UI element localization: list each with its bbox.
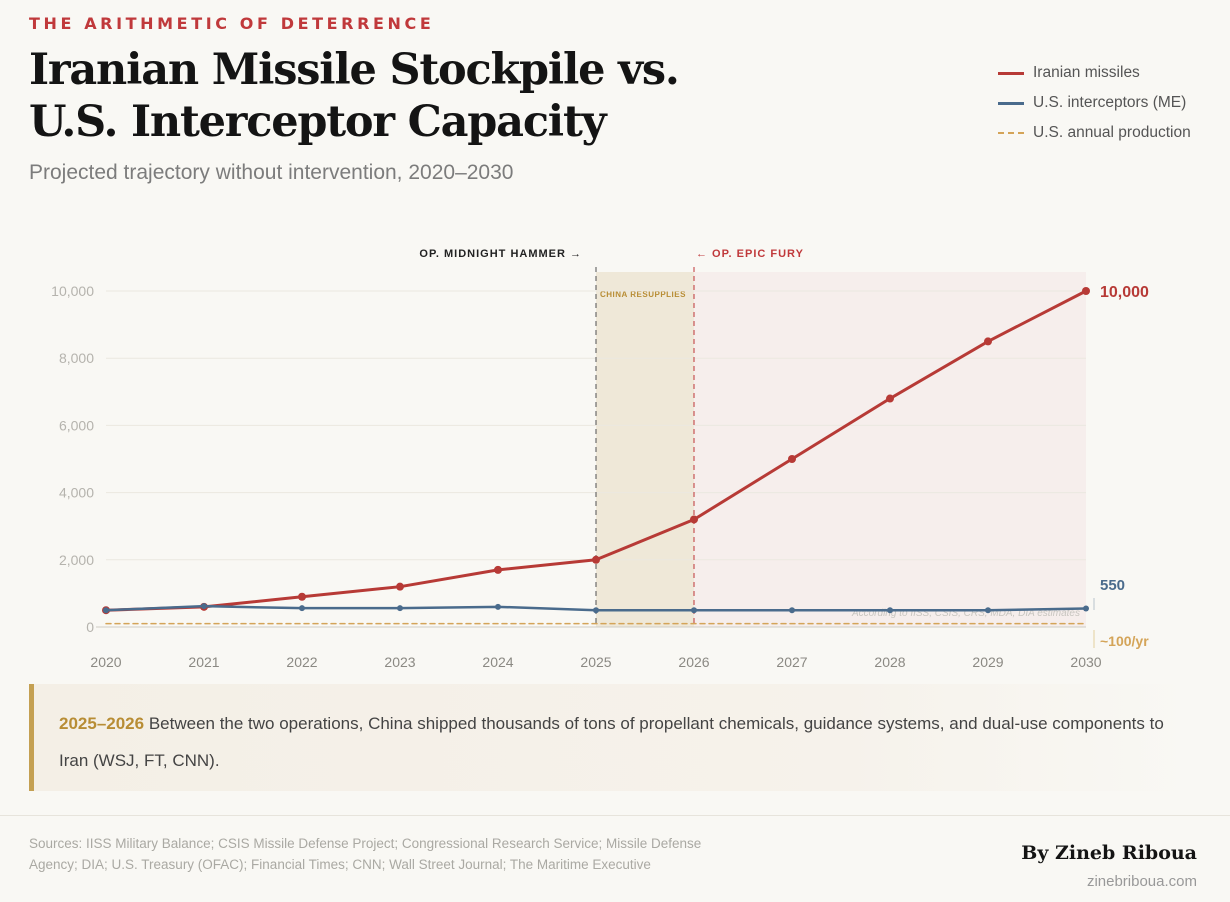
legend-label: U.S. annual production xyxy=(1033,124,1191,141)
y-tick-label: 0 xyxy=(86,619,94,635)
iranian-missiles-point xyxy=(494,565,502,574)
y-tick-label: 8,000 xyxy=(59,350,94,366)
iranian-missiles-point xyxy=(690,515,698,524)
iranian-missiles-point xyxy=(886,394,894,403)
us-interceptors-point xyxy=(299,605,305,612)
callout-box: 2025–2026 Between the two operations, Ch… xyxy=(29,684,1197,791)
iranian-missiles-point xyxy=(396,582,404,591)
us-production-end-label: ~100/yr xyxy=(1100,633,1149,649)
iranian-missiles-point xyxy=(592,555,600,564)
shaded-region-label: CHINA RESUPPLIES xyxy=(600,290,686,299)
x-tick-label: 2022 xyxy=(286,654,317,670)
x-tick-label: 2028 xyxy=(874,654,905,670)
x-tick-label: 2021 xyxy=(188,654,219,670)
us-interceptors-point xyxy=(691,607,697,614)
legend-swatch xyxy=(998,101,1024,105)
footer-divider xyxy=(0,815,1230,816)
us-interceptors-point xyxy=(397,605,403,612)
y-tick-label: 4,000 xyxy=(59,485,94,501)
source-annotation: According to IISS, CSIS, CRS, MDA, DIA e… xyxy=(851,608,1080,619)
callout-year: 2025–2026 xyxy=(59,714,145,733)
us-interceptors-point xyxy=(985,607,991,614)
legend-label: Iranian missiles xyxy=(1033,64,1140,81)
line-chart: CHINA RESUPPLIES 0 2,000 4,000 6,000 8,000 10,… xyxy=(51,248,1149,670)
website-link[interactable]: zinebriboua.com xyxy=(1086,873,1197,890)
epic-fury-label: ← OP. EPIC FURY xyxy=(696,248,804,260)
chart-subtitle: Projected trajectory without interventio… xyxy=(29,161,514,184)
iranian-missiles-point xyxy=(1082,287,1090,295)
sources-note: Sources: IISS Military Balance; CSIS Mis… xyxy=(29,836,702,872)
y-tick-label: 10,000 xyxy=(51,283,94,299)
us-interceptors-end-label: 550 xyxy=(1100,577,1125,594)
y-tick-label: 6,000 xyxy=(59,417,94,433)
chart-title: Iranian Missile Stockpile vs. U.S. Inter… xyxy=(29,45,680,147)
resupply-shaded-region xyxy=(596,272,694,627)
us-interceptors-point xyxy=(1083,605,1089,612)
midnight-hammer-label: OP. MIDNIGHT HAMMER → xyxy=(419,248,582,260)
eyebrow: THE ARITHMETIC OF DETERRENCE xyxy=(29,14,435,33)
legend: Iranian missiles U.S. interceptors (ME) … xyxy=(998,58,1191,148)
x-tick-label: 2029 xyxy=(972,654,1003,670)
us-interceptors-point xyxy=(495,603,501,610)
x-tick-label: 2024 xyxy=(482,654,513,670)
x-tick-label: 2026 xyxy=(678,654,709,670)
x-tick-label: 2025 xyxy=(580,654,611,670)
legend-item-us-interceptors: U.S. interceptors (ME) xyxy=(998,88,1191,118)
iranian-missiles-point xyxy=(984,337,992,346)
legend-swatch xyxy=(998,71,1024,75)
y-tick-label: 2,000 xyxy=(59,552,94,568)
callout-text: Between the two operations, China shippe… xyxy=(59,714,1164,770)
iranian-missiles-point xyxy=(788,455,796,463)
iranian-missiles-point xyxy=(298,592,306,601)
x-tick-label: 2027 xyxy=(776,654,807,670)
x-tick-label: 2023 xyxy=(384,654,415,670)
x-tick-label: 2020 xyxy=(90,654,121,670)
legend-label: U.S. interceptors (ME) xyxy=(1033,94,1187,111)
iranian-missiles-end-label: 10,000 xyxy=(1100,284,1149,301)
us-interceptors-point xyxy=(593,607,599,614)
us-interceptors-point xyxy=(789,607,795,614)
post-fury-shaded-region xyxy=(694,272,1086,627)
us-interceptors-point xyxy=(103,607,109,614)
us-interceptors-point xyxy=(201,603,207,610)
x-tick-label: 2030 xyxy=(1070,654,1101,670)
legend-swatch xyxy=(998,132,1024,134)
us-interceptors-point xyxy=(887,607,893,614)
legend-item-us-production: U.S. annual production xyxy=(998,118,1191,148)
legend-item-iranian-missiles: Iranian missiles xyxy=(998,58,1191,88)
byline: By Zineb Riboua xyxy=(1021,842,1197,864)
